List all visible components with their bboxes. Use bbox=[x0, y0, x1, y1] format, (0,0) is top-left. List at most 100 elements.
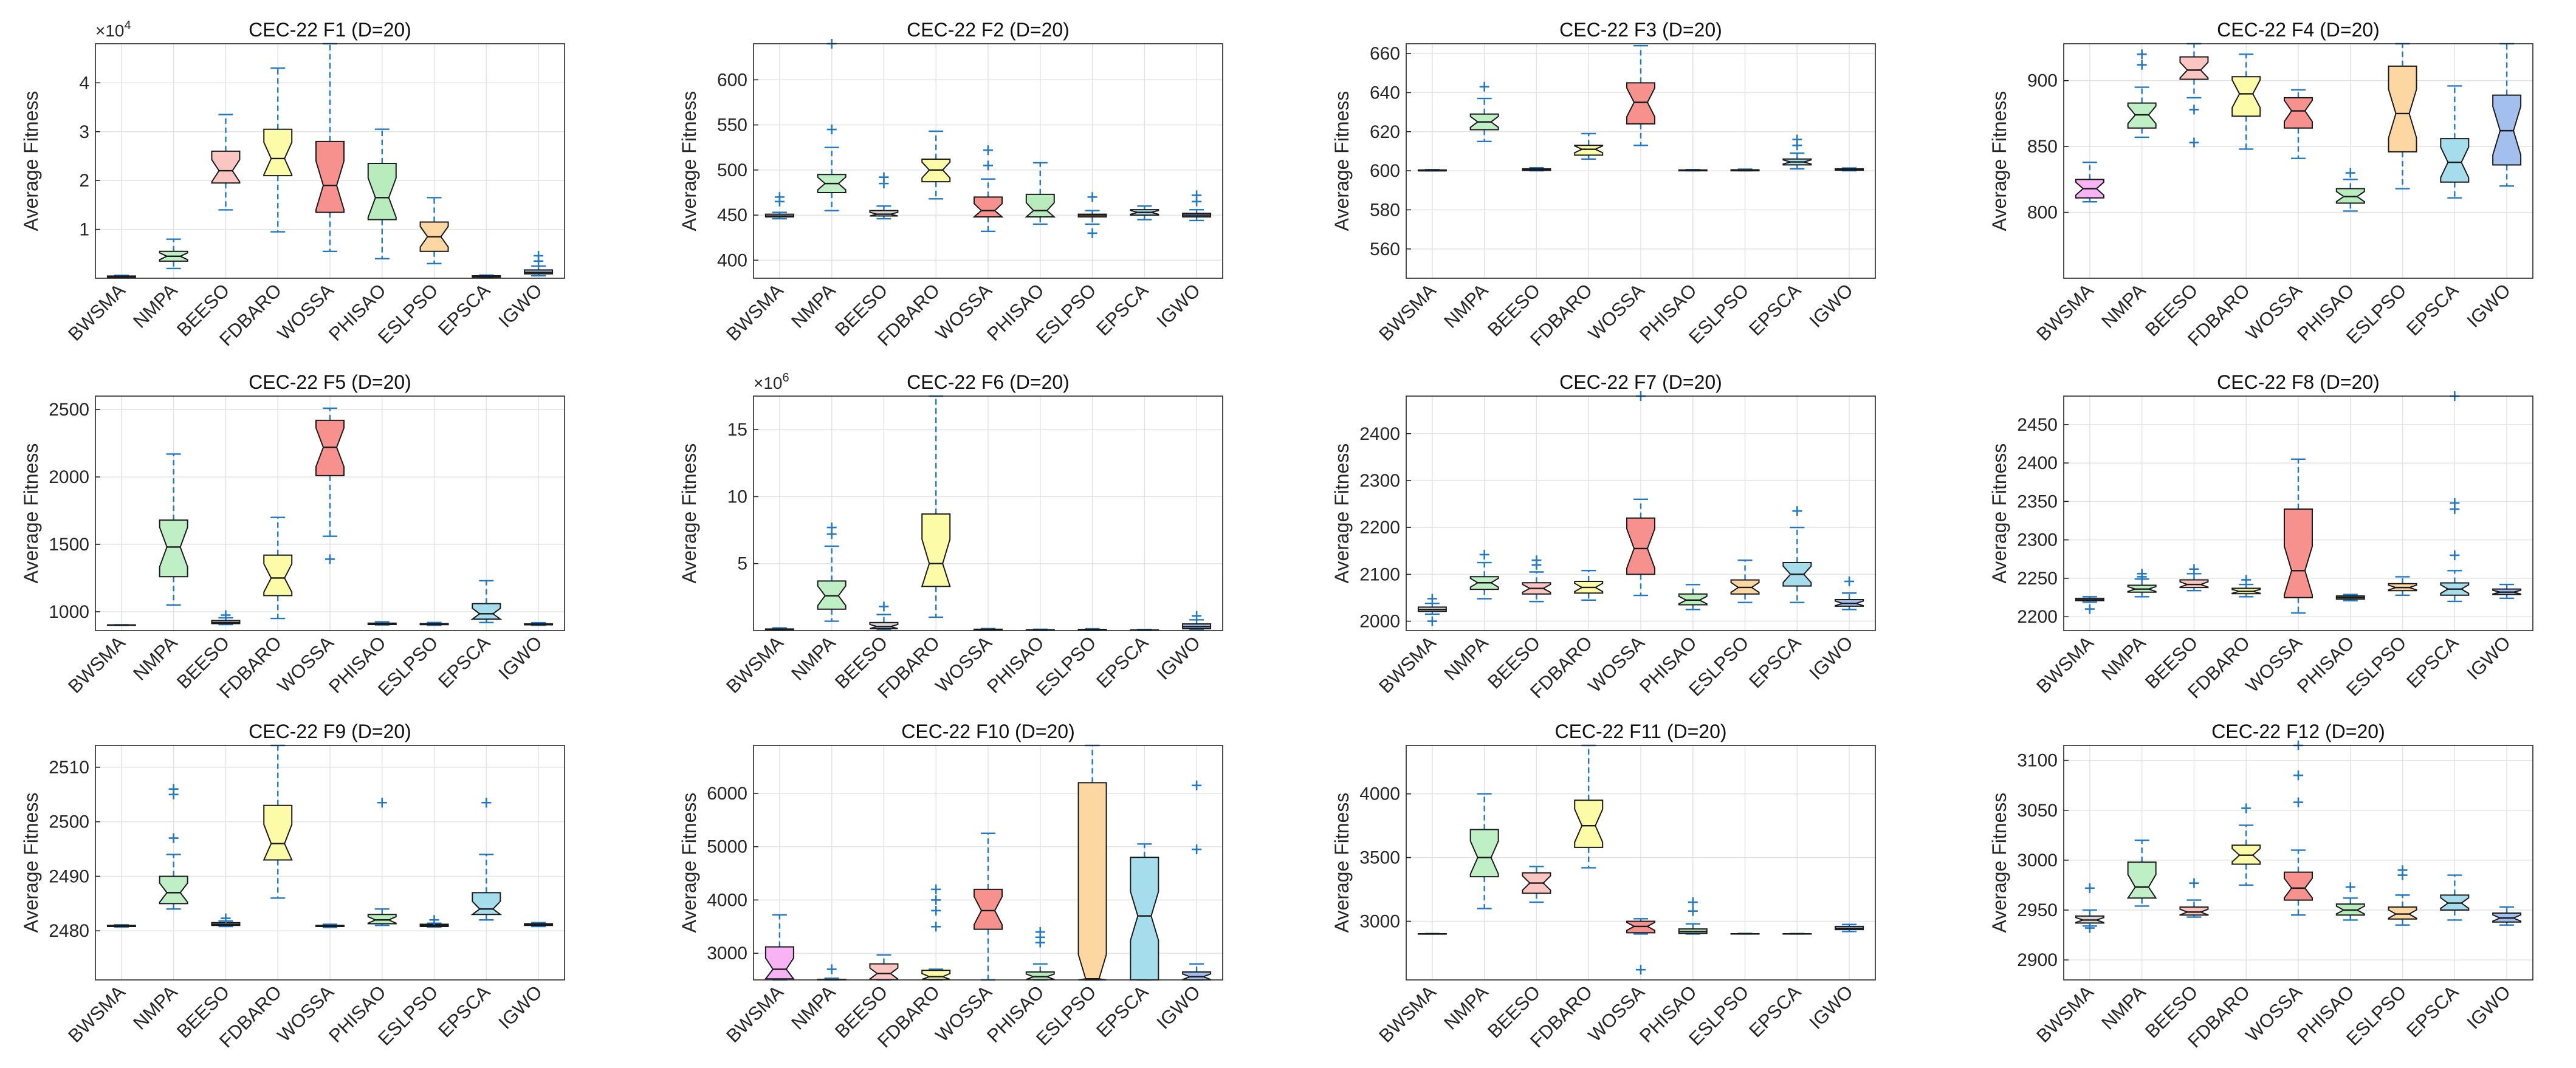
box-body bbox=[263, 128, 293, 177]
x-tick-label: IGWO bbox=[494, 279, 546, 332]
outlier-marker bbox=[2293, 770, 2303, 781]
y-tick-label: 10 bbox=[727, 487, 747, 507]
box-nmpa bbox=[2127, 569, 2157, 598]
outlier-marker bbox=[2241, 803, 2251, 813]
x-tick-label: IGWO bbox=[1152, 632, 1204, 684]
box-body bbox=[1077, 782, 1107, 981]
outlier-marker bbox=[931, 905, 941, 916]
box-body bbox=[2179, 906, 2209, 916]
outlier-marker bbox=[1688, 897, 1698, 908]
outlier-marker bbox=[879, 172, 889, 182]
box-igwo bbox=[1835, 576, 1864, 611]
y-tick-label: 620 bbox=[1370, 122, 1400, 142]
x-tick-label: BWSMA bbox=[1375, 279, 1440, 345]
outlier-marker bbox=[2084, 883, 2095, 893]
box-wossa bbox=[2284, 89, 2313, 159]
outlier-marker bbox=[826, 522, 837, 533]
y-tick-label: 550 bbox=[717, 115, 747, 135]
x-tick-label: EPSCA bbox=[1745, 632, 1805, 692]
x-tick-label: BWSMA bbox=[2032, 279, 2098, 345]
box-wossa bbox=[315, 43, 345, 252]
axes-frame bbox=[753, 395, 1223, 631]
box-beeso bbox=[211, 114, 241, 211]
x-tick-label: EPSCA bbox=[1092, 279, 1152, 340]
box-body bbox=[1626, 82, 1655, 125]
y-tick-label: 1500 bbox=[49, 535, 89, 555]
box-body bbox=[470, 603, 503, 620]
box-body bbox=[1025, 193, 1056, 218]
box-beeso bbox=[211, 610, 241, 626]
y-axis-label: Average Fitness bbox=[1331, 91, 1353, 231]
box-phisao bbox=[367, 798, 397, 926]
box-epsca bbox=[2440, 391, 2470, 603]
y-tick-label: 2950 bbox=[2017, 900, 2058, 920]
x-tick-label: WOSSA bbox=[2242, 632, 2307, 697]
box-body bbox=[315, 140, 345, 213]
x-tick-label: IGWO bbox=[494, 981, 546, 1033]
y-tick-label: 3000 bbox=[1359, 912, 1400, 932]
axes-frame bbox=[1406, 395, 1876, 631]
y-axis-label: Average Fitness bbox=[678, 443, 700, 584]
outlier-marker bbox=[168, 784, 179, 794]
box-body bbox=[972, 196, 1004, 218]
panel-title: CEC-22 F7 (D=20) bbox=[1559, 371, 1722, 393]
box-body bbox=[1574, 145, 1604, 156]
y-tick-label: 900 bbox=[2027, 71, 2058, 91]
y-tick-label: 560 bbox=[1370, 239, 1400, 259]
y-tick-label: 2100 bbox=[1359, 564, 1400, 584]
x-tick-label: IGWO bbox=[2462, 981, 2515, 1033]
x-tick-label: WOSSA bbox=[1584, 279, 1649, 344]
outlier-marker bbox=[983, 145, 993, 156]
y-tick-label: 4000 bbox=[707, 890, 747, 910]
box-epsca bbox=[1782, 506, 1812, 603]
box-nmpa bbox=[2127, 49, 2157, 139]
outlier-marker bbox=[2137, 49, 2147, 60]
box-nmpa bbox=[1469, 549, 1499, 600]
box-body bbox=[1626, 517, 1655, 575]
x-tick-label: EPSCA bbox=[2402, 981, 2462, 1041]
x-tick-label: WOSSA bbox=[2242, 279, 2307, 344]
exponent-base: ×10 bbox=[754, 374, 783, 392]
y-axis-label: Average Fitness bbox=[1988, 91, 2010, 231]
panel-title: CEC-22 F3 (D=20) bbox=[1559, 19, 1722, 41]
x-tick-label: IGWO bbox=[1805, 632, 1857, 684]
y-tick-label: 500 bbox=[717, 160, 747, 180]
box-bwsma bbox=[764, 914, 795, 981]
outlier-marker bbox=[221, 610, 231, 620]
box-beeso bbox=[869, 172, 899, 220]
box-igwo bbox=[2492, 583, 2522, 600]
box-eslpso bbox=[1077, 744, 1107, 981]
y-tick-label: 3500 bbox=[1359, 848, 1400, 868]
y-exponent-label: ×106 bbox=[754, 371, 789, 392]
y-tick-label: 2500 bbox=[49, 400, 89, 420]
x-tick-label: EPSCA bbox=[434, 981, 494, 1041]
box-nmpa bbox=[817, 39, 847, 211]
outlier-marker bbox=[1192, 844, 1202, 855]
outlier-marker bbox=[983, 160, 993, 171]
y-tick-label: 15 bbox=[727, 420, 747, 440]
outlier-marker bbox=[2189, 104, 2199, 115]
box-igwo bbox=[2492, 43, 2522, 187]
y-tick-label: 2510 bbox=[49, 758, 89, 778]
axes-frame bbox=[2063, 395, 2533, 631]
box-epsca bbox=[1130, 205, 1159, 221]
y-tick-label: 2 bbox=[79, 171, 89, 191]
panel-title: CEC-22 F1 (D=20) bbox=[249, 19, 411, 41]
y-tick-label: 1 bbox=[79, 220, 89, 240]
outlier-marker bbox=[534, 251, 544, 261]
exponent-power: 4 bbox=[125, 19, 131, 32]
x-tick-label: BWSMA bbox=[722, 981, 788, 1047]
box-epsca bbox=[1130, 843, 1159, 981]
outlier-marker bbox=[377, 798, 387, 808]
y-axis-label: Average Fitness bbox=[678, 793, 700, 933]
outlier-marker bbox=[1688, 906, 1698, 916]
y-tick-label: 2300 bbox=[1359, 471, 1400, 491]
box-fdbaro bbox=[2231, 803, 2261, 886]
box-eslpso bbox=[419, 621, 449, 626]
